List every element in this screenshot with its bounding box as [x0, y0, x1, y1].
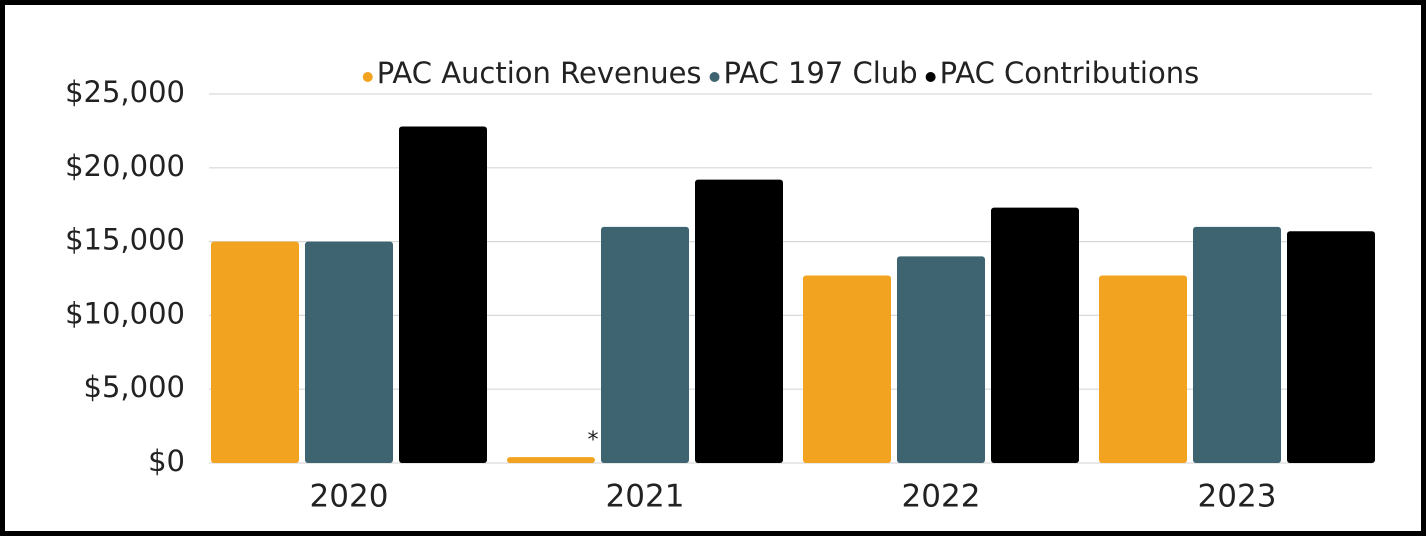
bar [601, 226, 689, 463]
bar [1193, 226, 1281, 463]
legend-marker [925, 72, 936, 82]
y-tick-label: $10,000 [65, 296, 185, 330]
legend-marker [709, 72, 720, 82]
x-tick-label: 2020 [310, 479, 389, 515]
y-tick-label: $25,000 [65, 75, 185, 109]
x-tick-label: 2021 [606, 479, 685, 515]
annotation: * [588, 428, 599, 453]
legend-label: PAC Auction Revenues [377, 56, 702, 90]
bar [211, 241, 299, 463]
legend-marker [362, 72, 373, 82]
y-tick-label: $5,000 [84, 370, 185, 404]
y-tick-label: $20,000 [65, 149, 185, 183]
bar [695, 179, 783, 463]
bar [507, 457, 595, 463]
y-tick-label: $0 [148, 444, 185, 478]
bar [1099, 275, 1187, 463]
bar [305, 241, 393, 463]
x-tick-label: 2022 [902, 479, 981, 515]
bar [1287, 231, 1375, 463]
bar [991, 207, 1079, 463]
bar [399, 126, 487, 464]
x-tick-label: 2023 [1198, 479, 1277, 515]
legend-label: PAC Contributions [940, 56, 1200, 90]
bar [897, 256, 985, 463]
bar [803, 275, 891, 463]
y-tick-label: $15,000 [65, 223, 185, 257]
legend-label: PAC 197 Club [724, 56, 918, 90]
